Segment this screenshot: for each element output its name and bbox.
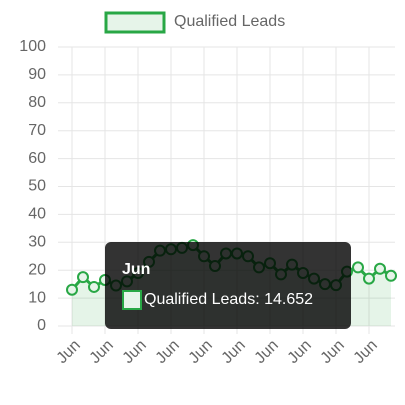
legend-label: Qualified Leads	[174, 13, 285, 30]
x-tick-label: Jun	[351, 337, 381, 367]
point	[88, 280, 100, 293]
x-tick-label: Jun	[54, 337, 84, 367]
y-tick-label: 70	[28, 122, 46, 139]
y-tick-label: 50	[28, 178, 46, 195]
y-tick-label: 10	[28, 289, 46, 306]
point	[66, 283, 78, 296]
tooltip-title: Jun	[122, 261, 150, 278]
point	[352, 261, 364, 274]
x-tick-label: Jun	[153, 337, 183, 367]
y-tick-label: 90	[28, 66, 46, 83]
y-tick-label: 80	[28, 94, 46, 111]
x-tick-label: Jun	[120, 337, 150, 367]
x-tick-label: Jun	[186, 337, 216, 367]
x-tick-label: Jun	[87, 337, 117, 367]
tooltip-label: Qualified Leads: 14.652	[144, 291, 313, 308]
x-tick-label: Jun	[219, 337, 249, 367]
tooltip-swatch	[122, 290, 142, 310]
tooltip: Jun Qualified Leads: 14.652	[105, 242, 351, 329]
y-tick-label: 100	[19, 38, 46, 55]
legend-swatch	[104, 11, 166, 34]
y-tick-label: 60	[28, 150, 46, 167]
point	[77, 271, 89, 284]
y-tick-label: 0	[37, 317, 46, 334]
point	[374, 262, 386, 275]
x-tick-label: Jun	[252, 337, 282, 367]
tooltip-box	[105, 242, 351, 329]
point	[385, 269, 397, 282]
y-tick-label: 20	[28, 261, 46, 278]
point	[363, 272, 375, 285]
y-tick-label: 40	[28, 206, 46, 223]
y-tick-label: 30	[28, 234, 46, 251]
x-tick-label: Jun	[285, 337, 315, 367]
x-tick-label: Jun	[318, 337, 348, 367]
